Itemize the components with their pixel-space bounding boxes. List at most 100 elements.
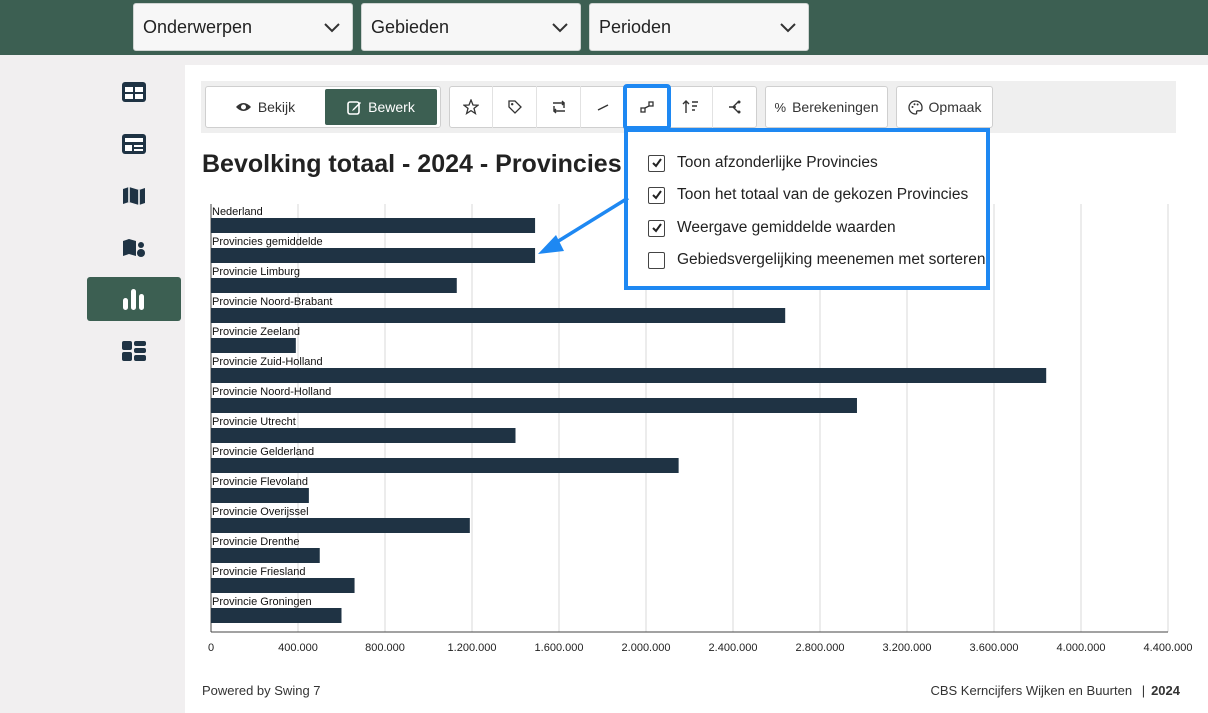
checkmark-icon [651, 223, 662, 233]
option-label: Toon het totaal van de gekozen Provincie… [677, 186, 969, 203]
category-label: Provincie Noord-Brabant [212, 296, 332, 308]
sidebar-item-table[interactable] [87, 70, 181, 114]
category-label: Provincie Limburg [212, 266, 300, 278]
topics-dropdown[interactable]: Onderwerpen [133, 3, 353, 51]
view-button-label: Bekijk [257, 99, 296, 115]
x-tick-label: 4.000.000 [1057, 642, 1106, 654]
checkmark-icon [651, 158, 662, 168]
sidebar-item-map-symbols[interactable] [87, 226, 181, 270]
chevron-down-icon [324, 23, 340, 33]
calculations-button-label: Berekeningen [792, 99, 879, 115]
bar [211, 278, 457, 293]
bar [211, 608, 342, 623]
bar [211, 488, 309, 503]
sort-tool[interactable] [669, 86, 713, 128]
palette-icon [907, 99, 923, 115]
branch-icon [729, 100, 741, 114]
bar [211, 308, 786, 323]
sidebar-item-chart[interactable] [87, 277, 181, 321]
x-tick-label: 2.000.000 [622, 642, 671, 654]
chevron-down-icon [780, 23, 796, 33]
bar [211, 518, 470, 533]
checkbox[interactable] [648, 154, 665, 172]
favorite-tool[interactable] [449, 86, 493, 128]
category-label: Provincie Gelderland [212, 446, 314, 458]
x-tick-label: 800.000 [365, 642, 405, 654]
category-label: Nederland [212, 206, 263, 218]
chart-title: Bevolking totaal - 2024 - Provincies [202, 150, 622, 178]
checkbox[interactable] [648, 219, 665, 237]
category-label: Provincie Groningen [212, 596, 312, 608]
percent-icon: % [774, 99, 787, 115]
comparison-options-popup: Toon afzonderlijke Provincies Toon het t… [624, 128, 990, 290]
option-show-individual[interactable]: Toon afzonderlijke Provincies [648, 154, 878, 172]
swap-axes-tool[interactable] [537, 86, 581, 128]
periods-dropdown[interactable]: Perioden [589, 3, 809, 51]
source-year: 2024 [1151, 683, 1180, 698]
star-icon [462, 99, 479, 115]
swap-axes-icon [552, 100, 565, 114]
branch-tool[interactable] [713, 86, 757, 128]
comparison-icon [639, 101, 654, 113]
edit-icon [347, 100, 362, 115]
option-show-average[interactable]: Weergave gemiddelde waarden [648, 219, 896, 237]
filter-bar: Onderwerpen Gebieden Perioden [0, 0, 1208, 55]
source-note: CBS Kerncijfers Wijken en Buurten | 2024 [930, 683, 1180, 698]
calculations-button[interactable]: % Berekeningen [765, 86, 888, 128]
category-label: Provincie Utrecht [212, 416, 296, 428]
areas-dropdown[interactable]: Gebieden [361, 3, 581, 51]
x-tick-label: 1.600.000 [535, 642, 584, 654]
sort-icon [682, 100, 698, 113]
periods-dropdown-label: Perioden [599, 16, 672, 37]
category-label: Provincie Zuid-Holland [212, 356, 323, 368]
edit-button[interactable]: Bewerk [325, 89, 437, 125]
line-icon [597, 104, 608, 111]
option-label: Gebiedsvergelijking meenemen met sortere… [677, 251, 986, 268]
bar [211, 578, 355, 593]
powered-by: Powered by Swing 7 [202, 683, 321, 698]
bar [211, 248, 536, 263]
x-tick-label: 4.400.000 [1144, 642, 1193, 654]
category-label: Provincie Friesland [212, 566, 306, 578]
label-tool[interactable] [493, 86, 537, 128]
style-button[interactable]: Opmaak [896, 86, 993, 128]
sidebar [83, 65, 185, 713]
checkmark-icon [651, 190, 662, 200]
checkbox[interactable] [648, 186, 665, 204]
bar [211, 548, 320, 563]
x-tick-label: 2.800.000 [796, 642, 845, 654]
option-show-total[interactable]: Toon het totaal van de gekozen Provincie… [648, 186, 968, 204]
trendline-tool[interactable] [581, 86, 625, 128]
view-button[interactable]: Bekijk [210, 89, 320, 125]
map-symbols-icon [123, 239, 145, 257]
bar [211, 368, 1047, 383]
chevron-down-icon [552, 23, 568, 33]
bar [211, 338, 296, 353]
bar [211, 218, 536, 233]
edit-button-label: Bewerk [368, 99, 415, 115]
category-label: Provincie Flevoland [212, 476, 308, 488]
sidebar-item-dashboard[interactable] [87, 122, 181, 166]
topics-dropdown-label: Onderwerpen [143, 16, 253, 37]
x-tick-label: 3.600.000 [970, 642, 1019, 654]
option-label: Weergave gemiddelde waarden [677, 219, 896, 236]
category-label: Provincie Overijssel [212, 506, 309, 518]
category-label: Provincie Drenthe [212, 536, 299, 548]
comparison-tool[interactable] [623, 84, 671, 130]
tag-icon [507, 100, 522, 114]
sidebar-item-tiles[interactable] [87, 329, 181, 373]
bar [211, 428, 516, 443]
option-include-sorting[interactable]: Gebiedsvergelijking meenemen met sortere… [648, 251, 985, 269]
areas-dropdown-label: Gebieden [371, 16, 450, 37]
tiles-icon [122, 341, 146, 361]
checkbox[interactable] [648, 251, 665, 269]
bar-chart-icon [123, 289, 144, 310]
sidebar-item-map[interactable] [87, 174, 181, 218]
bar [211, 398, 857, 413]
x-tick-label: 3.200.000 [883, 642, 932, 654]
x-tick-label: 400.000 [278, 642, 318, 654]
bar [211, 458, 679, 473]
x-tick-label: 2.400.000 [709, 642, 758, 654]
category-label: Provincies gemiddelde [212, 236, 323, 248]
